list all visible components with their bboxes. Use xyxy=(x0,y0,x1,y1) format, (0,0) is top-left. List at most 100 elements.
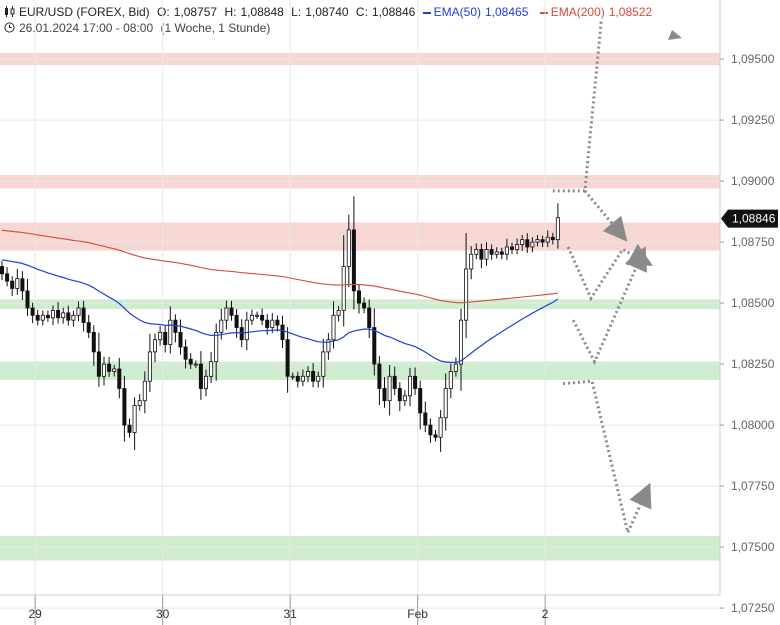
candle-94 xyxy=(479,243,484,269)
candle-26 xyxy=(132,397,137,451)
x-tick-label-1: 30 xyxy=(156,607,170,621)
candle-91 xyxy=(464,232,469,339)
candle-109 xyxy=(555,203,560,249)
resistance-zone-2 xyxy=(0,222,720,251)
candle-97 xyxy=(494,247,499,259)
forecast-arrow-head-0 xyxy=(668,30,682,40)
candle-102 xyxy=(520,234,525,251)
candle-35 xyxy=(178,319,183,355)
candle-49 xyxy=(249,309,254,325)
candle-42 xyxy=(214,323,219,381)
candle-30 xyxy=(152,333,157,363)
y-tick-label-1: 1,07500 xyxy=(731,540,775,554)
clock-icon xyxy=(4,22,15,33)
candle-45 xyxy=(229,300,234,321)
candle-88 xyxy=(448,363,453,399)
candle-89 xyxy=(453,357,458,377)
candle-67 xyxy=(341,235,346,327)
candle-78 xyxy=(397,382,402,412)
y-tick-label-4: 1,08250 xyxy=(731,357,775,371)
candle-25 xyxy=(127,418,132,438)
legend-ema200-label: EMA(200) xyxy=(550,5,605,19)
candle-21 xyxy=(107,356,112,377)
y-tick-label-9: 1,09500 xyxy=(731,52,775,66)
y-tick-label-3: 1,08000 xyxy=(731,418,775,432)
x-tick-label-4: 2 xyxy=(542,607,549,621)
candlestick-icon xyxy=(5,6,15,17)
candle-5 xyxy=(25,278,30,316)
support-zone-5 xyxy=(0,536,720,561)
candle-17 xyxy=(86,314,91,339)
candle-56 xyxy=(285,327,290,393)
candle-52 xyxy=(265,314,270,335)
candle-75 xyxy=(382,377,387,408)
y-tick-label-7: 1,09000 xyxy=(731,174,775,188)
last-price-label: 1,08846 xyxy=(732,212,776,226)
candle-41 xyxy=(209,351,214,384)
candle-80 xyxy=(407,367,412,407)
candle-10 xyxy=(51,305,56,326)
candle-98 xyxy=(499,247,504,260)
candle-79 xyxy=(402,390,407,406)
candle-12 xyxy=(61,307,66,324)
candle-101 xyxy=(515,238,520,255)
forecast-arrow-3 xyxy=(571,246,647,366)
legend-ema200-value: 1,08522 xyxy=(608,5,653,19)
candle-68 xyxy=(346,214,351,287)
x-tick-label-3: Feb xyxy=(407,607,428,621)
forecast-arrow-4 xyxy=(562,379,652,538)
legend-ema50-label: EMA(50) xyxy=(433,5,481,19)
candle-104 xyxy=(530,237,535,253)
last-price-tag xyxy=(721,209,778,228)
candle-59 xyxy=(300,369,305,387)
candle-73 xyxy=(372,308,377,376)
candle-32 xyxy=(163,325,168,353)
candle-22 xyxy=(112,364,117,377)
candle-0 xyxy=(0,261,4,281)
forecast-arrow-2 xyxy=(566,243,654,302)
candle-1 xyxy=(5,267,10,287)
candle-62 xyxy=(316,371,321,388)
candle-18 xyxy=(91,325,96,366)
candle-29 xyxy=(147,333,152,393)
legend-ema200: EMA(200) 1,08522 xyxy=(539,5,656,19)
candle-103 xyxy=(525,233,530,253)
candle-20 xyxy=(102,356,107,386)
y-tick-label-6: 1,08750 xyxy=(731,235,775,249)
y-tick-label-5: 1,08500 xyxy=(731,296,775,310)
candle-40 xyxy=(203,369,208,397)
candle-36 xyxy=(183,339,188,369)
candle-74 xyxy=(377,356,382,405)
candle-106 xyxy=(540,235,545,248)
support-zone-4 xyxy=(0,361,720,380)
legend-ema50-value: 1,08465 xyxy=(485,5,529,19)
period-label: (1 Woche, 1 Stunde) xyxy=(160,21,271,35)
candle-60 xyxy=(305,366,310,383)
candle-34 xyxy=(173,314,178,343)
candle-66 xyxy=(336,305,341,322)
support-zone-3 xyxy=(0,299,720,310)
candle-16 xyxy=(81,300,86,332)
y-tick-label-2: 1,07750 xyxy=(731,479,775,493)
candle-28 xyxy=(142,371,147,414)
candle-13 xyxy=(66,305,71,326)
candle-27 xyxy=(137,393,142,411)
candle-90 xyxy=(458,308,463,391)
candle-11 xyxy=(56,302,61,324)
candle-24 xyxy=(122,375,127,442)
candle-8 xyxy=(40,310,45,326)
candle-93 xyxy=(474,243,479,260)
candle-19 xyxy=(96,332,101,387)
candle-99 xyxy=(504,238,509,261)
ema50-line xyxy=(1,259,559,363)
resistance-zone-1 xyxy=(0,175,720,189)
candle-6 xyxy=(30,302,35,324)
candle-48 xyxy=(244,311,249,351)
candle-50 xyxy=(254,311,259,319)
date-range: 26.01.2024 17:00 - 08:00 xyxy=(19,21,154,35)
close-label: C: xyxy=(355,5,368,19)
candle-70 xyxy=(356,284,361,314)
y-tick-label-8: 1,09250 xyxy=(731,113,775,127)
candle-3 xyxy=(15,268,20,295)
